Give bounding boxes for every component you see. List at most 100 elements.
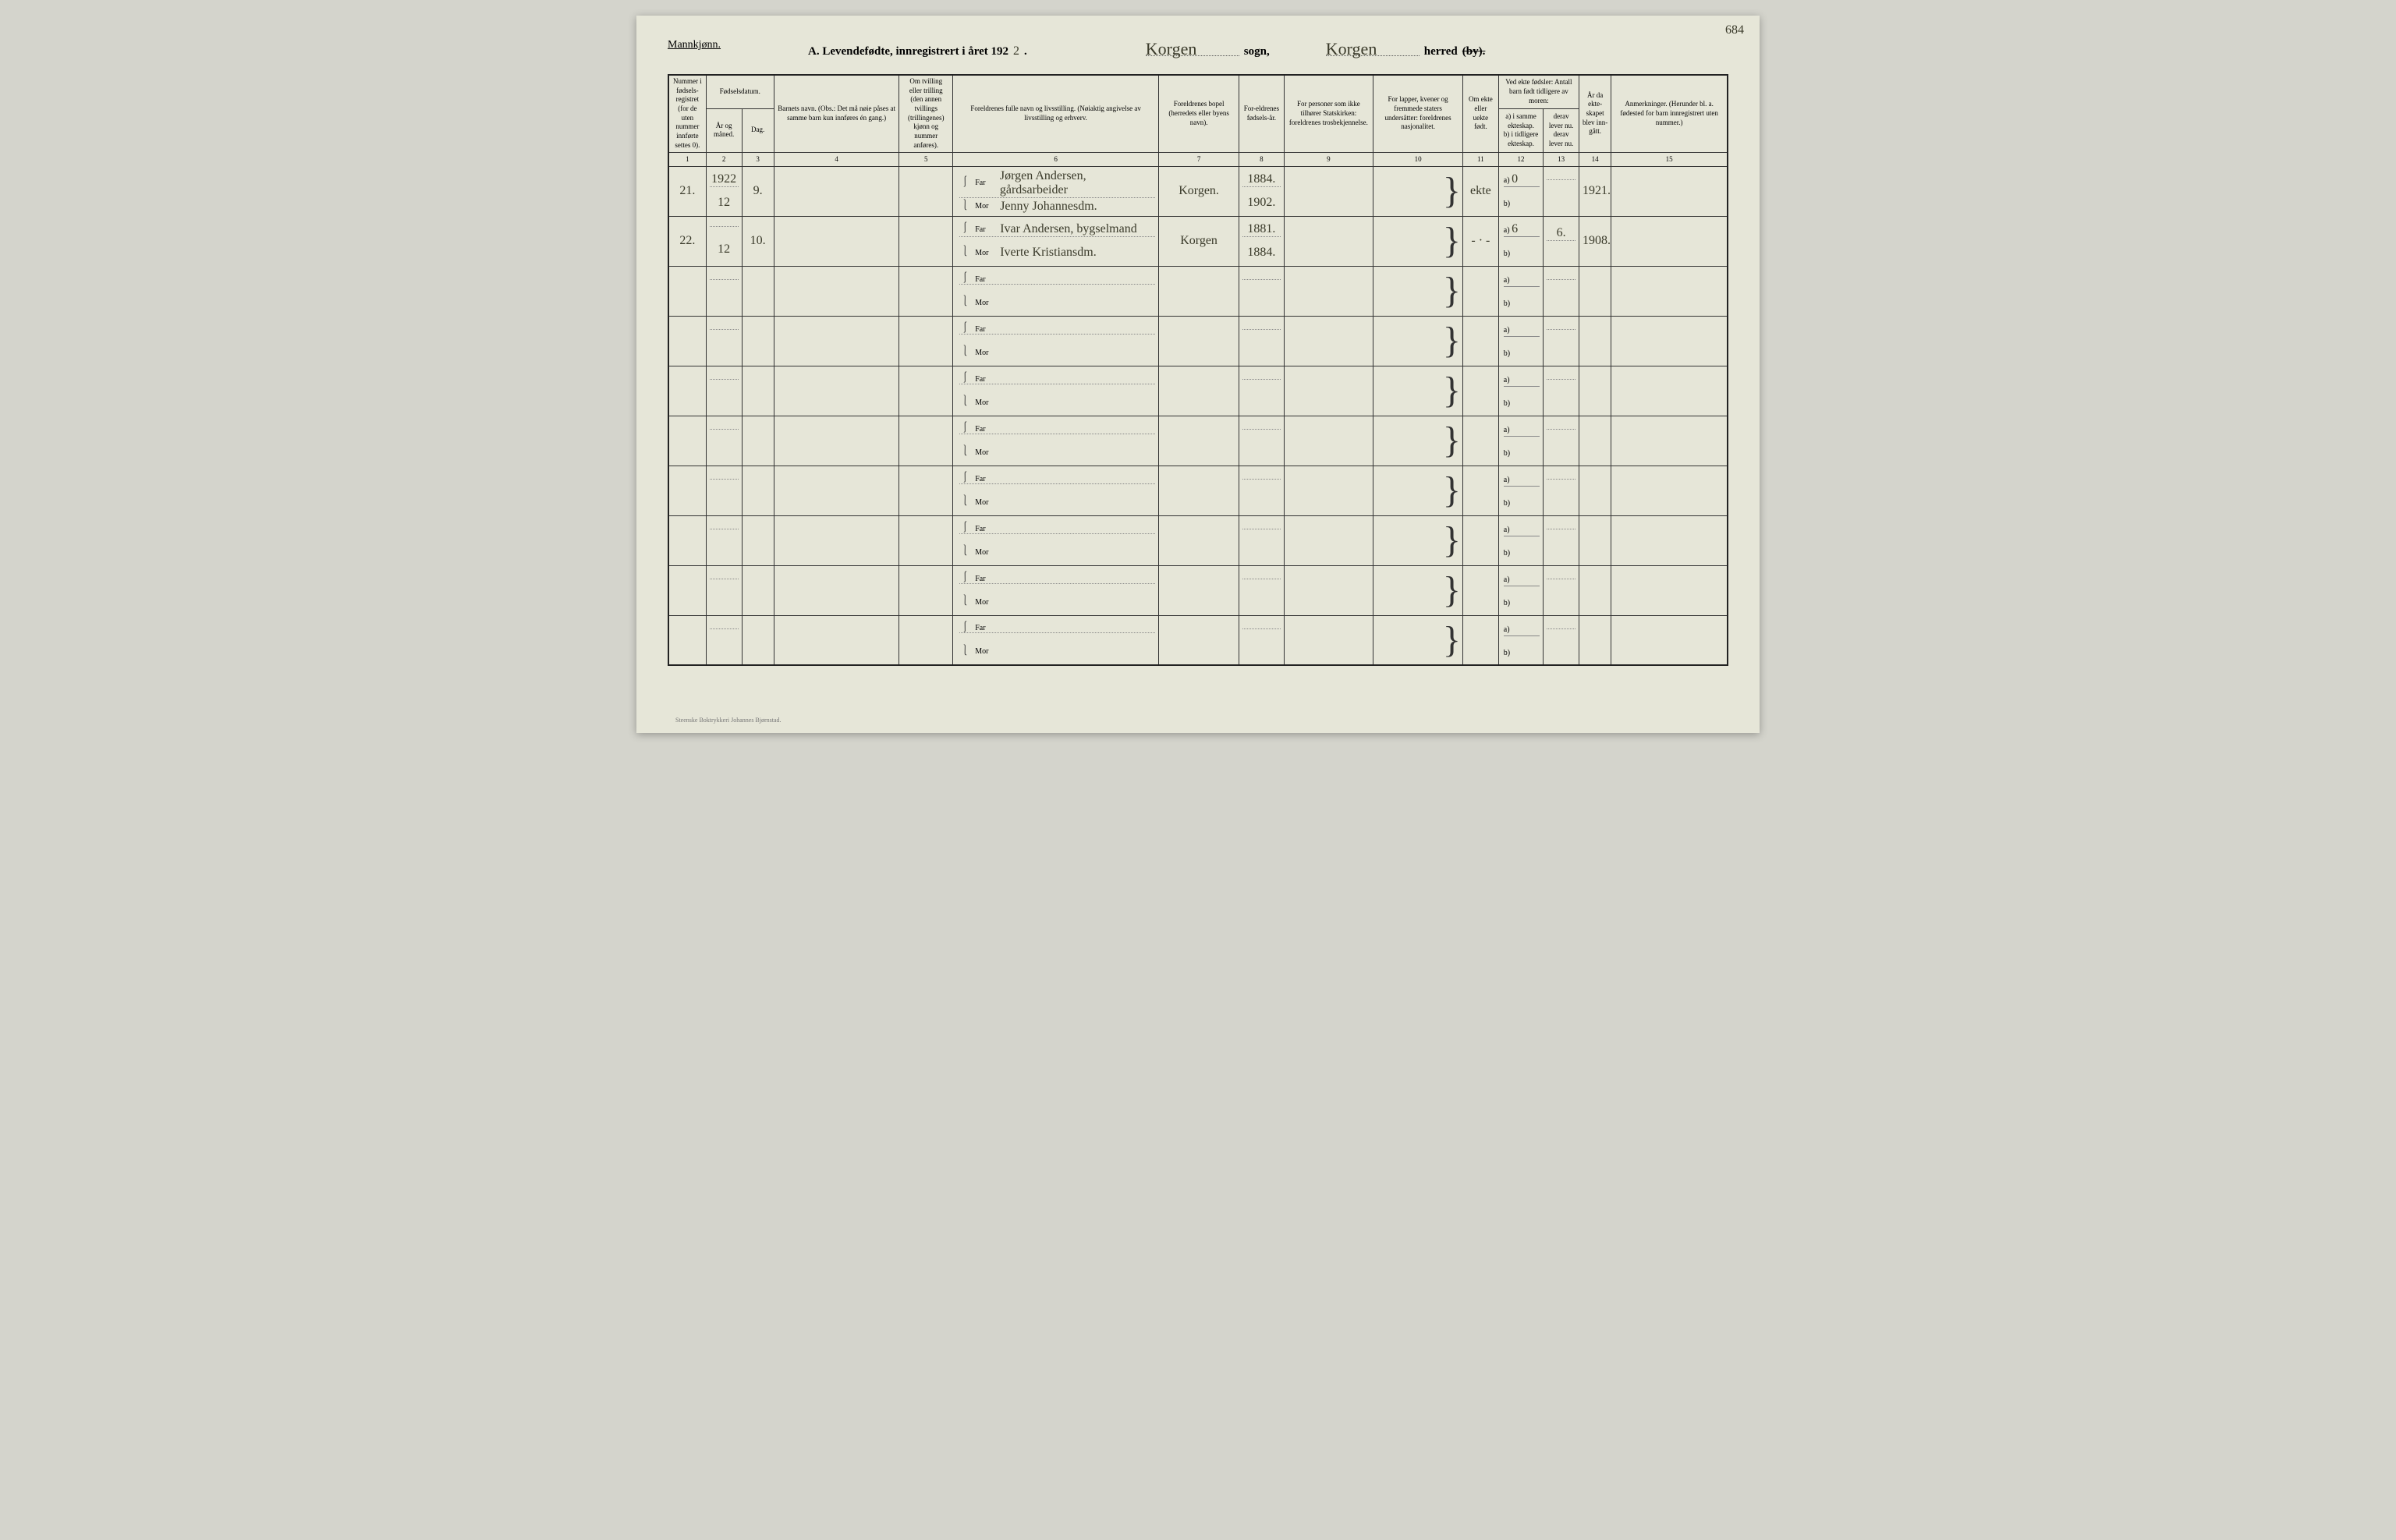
col-11-header: Om ekte eller uekte født. <box>1462 75 1498 152</box>
cell-day <box>742 515 774 565</box>
cell-remarks <box>1611 166 1728 216</box>
col-13-header: derav lever nu. derav lever nu. <box>1544 109 1579 153</box>
cell-nationality: } <box>1373 216 1463 266</box>
cell-day <box>742 615 774 665</box>
cell-twin <box>899 515 953 565</box>
cell-parents: ⎰FarIvar Andersen, bygselmand ⎱MorIverte… <box>953 216 1159 266</box>
cell-parent-years <box>1239 366 1284 416</box>
cell-parents: ⎰Far ⎱Mor <box>953 266 1159 316</box>
table-row: ⎰Far ⎱Mor } a) b) <box>668 416 1728 466</box>
colnum-15: 15 <box>1611 152 1728 166</box>
table-row: ⎰Far ⎱Mor } a) b) <box>668 615 1728 665</box>
cell-name <box>774 166 899 216</box>
cell-ekte <box>1462 316 1498 366</box>
cell-name <box>774 515 899 565</box>
table-body: 21. 1922 12 9. ⎰FarJørgen Andersen, gård… <box>668 166 1728 665</box>
cell-marriage-year: 1921. <box>1579 166 1611 216</box>
by-struck: (by). <box>1462 45 1486 58</box>
cell-year-month <box>706 565 742 615</box>
cell-marriage-year <box>1579 266 1611 316</box>
table-row: ⎰Far ⎱Mor } a) b) <box>668 266 1728 316</box>
year-suffix: 2 <box>1013 44 1019 58</box>
cell-twin <box>899 266 953 316</box>
cell-twin <box>899 166 953 216</box>
colnum-8: 8 <box>1239 152 1284 166</box>
table-row: 22. 12 10. ⎰FarIvar Andersen, bygselmand… <box>668 216 1728 266</box>
cell-parents: ⎰Far ⎱Mor <box>953 366 1159 416</box>
cell-name <box>774 266 899 316</box>
cell-parents: ⎰Far ⎱Mor <box>953 316 1159 366</box>
cell-num <box>668 266 706 316</box>
colnum-9: 9 <box>1284 152 1373 166</box>
cell-twin <box>899 316 953 366</box>
cell-remarks <box>1611 266 1728 316</box>
cell-prior-children: a) b) <box>1498 466 1543 515</box>
cell-bopel <box>1158 316 1239 366</box>
sogn-label: sogn, <box>1244 45 1270 58</box>
cell-day <box>742 466 774 515</box>
cell-prior-children: a) b) <box>1498 416 1543 466</box>
colnum-14: 14 <box>1579 152 1611 166</box>
table-row: ⎰Far ⎱Mor } a) b) <box>668 466 1728 515</box>
cell-day <box>742 565 774 615</box>
cell-derav <box>1544 466 1579 515</box>
cell-num <box>668 316 706 366</box>
cell-twin <box>899 615 953 665</box>
cell-ekte <box>1462 615 1498 665</box>
colnum-5: 5 <box>899 152 953 166</box>
cell-prior-children: a) b) <box>1498 366 1543 416</box>
cell-nationality: } <box>1373 615 1463 665</box>
cell-bopel <box>1158 366 1239 416</box>
col-12b-text: b) i tidligere ekteskap. <box>1502 130 1540 148</box>
cell-num <box>668 565 706 615</box>
cell-prior-children: a) 0 b) <box>1498 166 1543 216</box>
cell-num <box>668 466 706 515</box>
cell-parents: ⎰Far ⎱Mor <box>953 565 1159 615</box>
col-4-header: Barnets navn. (Obs.: Det må nøie påses a… <box>774 75 899 152</box>
colnum-7: 7 <box>1158 152 1239 166</box>
cell-name <box>774 565 899 615</box>
cell-religion <box>1284 216 1373 266</box>
cell-num <box>668 615 706 665</box>
cell-nationality: } <box>1373 565 1463 615</box>
cell-derav <box>1544 316 1579 366</box>
cell-bopel <box>1158 466 1239 515</box>
colnum-13: 13 <box>1544 152 1579 166</box>
cell-parent-years: 1884.1902. <box>1239 166 1284 216</box>
cell-num <box>668 366 706 416</box>
cell-derav <box>1544 366 1579 416</box>
cell-parents: ⎰Far ⎱Mor <box>953 515 1159 565</box>
cell-num <box>668 515 706 565</box>
cell-ekte: - · - <box>1462 216 1498 266</box>
column-number-row: 1 2 3 4 5 6 7 8 9 10 11 12 13 14 15 <box>668 152 1728 166</box>
cell-bopel <box>1158 266 1239 316</box>
cell-marriage-year <box>1579 316 1611 366</box>
title-prefix: A. Levendefødte, innregistrert i året 19… <box>808 45 1008 58</box>
cell-bopel: Korgen <box>1158 216 1239 266</box>
cell-parent-years <box>1239 615 1284 665</box>
col-5-header: Om tvilling eller trilling (den annen tv… <box>899 75 953 152</box>
cell-religion <box>1284 615 1373 665</box>
cell-parent-years: 1881.1884. <box>1239 216 1284 266</box>
cell-year-month <box>706 416 742 466</box>
cell-day <box>742 266 774 316</box>
cell-religion <box>1284 316 1373 366</box>
cell-parent-years <box>1239 565 1284 615</box>
cell-prior-children: a) b) <box>1498 615 1543 665</box>
cell-bopel <box>1158 416 1239 466</box>
cell-nationality: } <box>1373 366 1463 416</box>
cell-prior-children: a) b) <box>1498 515 1543 565</box>
col-12-group-header: Ved ekte fødsler: Antall barn født tidli… <box>1498 75 1579 109</box>
cell-day <box>742 316 774 366</box>
cell-marriage-year <box>1579 515 1611 565</box>
colnum-6: 6 <box>953 152 1159 166</box>
cell-nationality: } <box>1373 466 1463 515</box>
cell-nationality: } <box>1373 266 1463 316</box>
cell-name <box>774 466 899 515</box>
cell-ekte <box>1462 466 1498 515</box>
title-line: A. Levendefødte, innregistrert i året 19… <box>668 39 1728 58</box>
cell-twin <box>899 216 953 266</box>
cell-marriage-year <box>1579 416 1611 466</box>
sogn-value: Korgen <box>1146 39 1239 56</box>
col-7-header: Foreldrenes bopel (herredets eller byens… <box>1158 75 1239 152</box>
